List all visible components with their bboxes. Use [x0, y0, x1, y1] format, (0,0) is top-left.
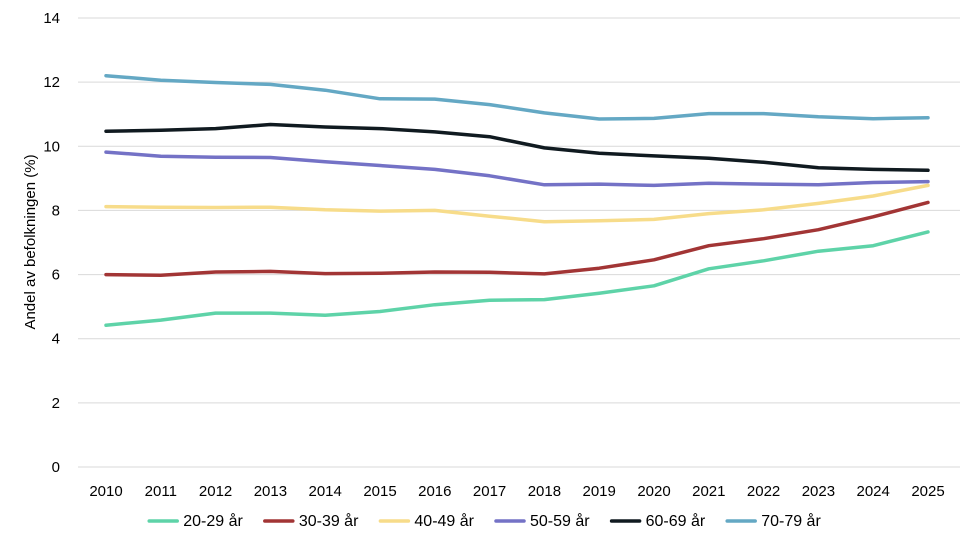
x-tick-label: 2012: [199, 483, 232, 500]
y-axis-label: Andel av befolkningen (%): [22, 154, 39, 329]
x-tick-label: 2019: [583, 483, 616, 500]
y-tick-label: 12: [43, 74, 60, 91]
series-lines: [104, 73, 930, 327]
x-tick-label: 2022: [747, 483, 780, 500]
x-tick-label: 2014: [309, 483, 342, 500]
x-tick-label: 2021: [692, 483, 725, 500]
legend-label: 30-39 år: [299, 512, 359, 530]
legend-item: 30-39 år: [263, 512, 359, 530]
legend-label: 20-29 år: [183, 512, 243, 530]
legend-label: 50-59 år: [530, 512, 590, 530]
x-tick-label: 2016: [418, 483, 451, 500]
y-tick-label: 14: [43, 10, 60, 27]
x-tick-label: 2023: [802, 483, 835, 500]
x-tick-label: 2017: [473, 483, 506, 500]
legend-item: 20-29 år: [147, 512, 243, 530]
legend-label: 60-69 år: [646, 512, 706, 530]
y-tick-label: 10: [43, 138, 60, 155]
y-tick-label: 2: [52, 395, 60, 412]
series-line-2: [104, 183, 930, 224]
series-line-0: [104, 230, 930, 327]
legend-item: 50-59 år: [494, 512, 590, 530]
x-tick-label: 2010: [89, 483, 122, 500]
x-tick-label: 2018: [528, 483, 561, 500]
y-tick-label: 8: [52, 202, 60, 219]
legend-item: 70-79 år: [725, 512, 821, 530]
y-axis-ticks: 0 2 4 6 8 10 12 14: [43, 10, 60, 476]
x-tick-label: 2025: [911, 483, 944, 500]
series-line-1: [104, 200, 930, 277]
x-tick-label: 2015: [363, 483, 396, 500]
x-tick-label: 2011: [145, 483, 177, 500]
legend: 20-29 år 30-39 år 40-49 år 50-59 år 60-69 år…: [147, 512, 821, 530]
gridlines: [78, 17, 960, 468]
series-line-4: [104, 122, 930, 173]
x-tick-label: 2013: [254, 483, 287, 500]
series-line-5: [104, 73, 930, 121]
series-line-3: [104, 150, 930, 188]
x-tick-label: 2020: [637, 483, 670, 500]
x-axis-ticks: 2010 2011 2012 2013 2014 2015 2016 2017 2018 2019…: [89, 483, 944, 500]
legend-label: 40-49 år: [414, 512, 474, 530]
legend-label: 70-79 år: [761, 512, 821, 530]
y-tick-label: 0: [52, 459, 60, 476]
legend-item: 40-49 år: [378, 512, 475, 530]
legend-item: 60-69 år: [609, 512, 706, 530]
y-tick-label: 6: [52, 267, 60, 284]
x-tick-label: 2024: [857, 483, 890, 500]
y-tick-label: 4: [52, 331, 60, 348]
